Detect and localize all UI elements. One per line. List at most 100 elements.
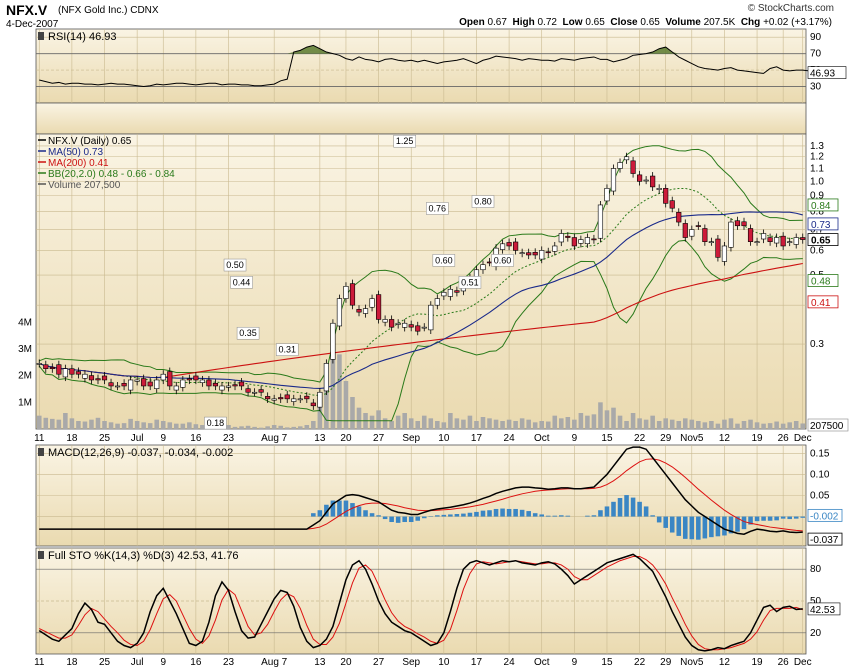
candle-body [167,371,173,387]
volume-bar [565,417,571,429]
candle-body [173,385,179,391]
sto-x-label: 18 [66,657,78,668]
candle-body [715,238,721,258]
macd-histogram-bar [565,515,571,517]
volume-bar [761,423,766,429]
candle-body [741,221,747,227]
volume-tick-label: 1M [18,397,32,408]
sto-x-label: 10 [438,657,450,668]
macd-histogram-bar [467,512,473,517]
macd-histogram-bar [435,515,440,517]
macd-histogram-bar [389,516,394,523]
candle-body [369,298,375,308]
candle-body [271,398,277,401]
candle-body [389,319,395,328]
rsi-tick-label: 30 [810,82,822,93]
price-x-label: Aug 7 [261,433,288,444]
price-x-label: Nov5 [680,433,704,444]
candle-body [62,368,68,378]
volume-bar [311,421,316,429]
macd-histogram-bar [767,516,773,521]
volume-tick-label: 2M [18,371,32,382]
macd-histogram-bar [474,511,479,517]
volume-bar [271,425,277,429]
volume-bar [545,421,551,429]
high-value: 0.72 [537,17,557,28]
volume-bar [141,422,146,429]
rsi-line [39,44,816,88]
candle-body [336,298,343,327]
credit-label: © StockCharts.com [747,3,834,14]
candle-body [291,398,297,402]
sto-x-label: 23 [223,657,235,668]
price-x-label: 9 [572,433,578,444]
volume-bar [50,418,55,429]
volume-bar [134,421,140,429]
price-right-value-box [807,274,839,287]
volume-bar [421,415,427,429]
macd-histogram-bar [330,500,336,517]
volume-bar [408,418,414,429]
price-tick-label: 1.1 [810,164,824,175]
macd-histogram-bar [780,516,786,519]
volume-bar [291,426,297,429]
candle-body [728,221,734,248]
change-label: Chg [740,17,761,28]
candle-body [362,308,369,314]
macd-tick-label: 0.10 [810,469,830,480]
price-x-label: 25 [99,433,111,444]
macd-histogram-bar [735,516,740,532]
macd-histogram-bar [722,516,727,536]
price-annotation-box [393,134,416,148]
candle-body [539,250,545,260]
macd-histogram-bar [696,516,701,540]
candle-body [49,367,55,369]
volume-bar [800,423,806,429]
macd-histogram-bar [650,515,655,517]
candle-body [56,364,62,375]
macd-histogram-bar [741,516,747,530]
price-right-value: 0.48 [811,277,831,288]
candle-body [506,242,512,247]
volume-bar [722,419,727,429]
candle-body [330,322,336,360]
price-tick-label: 0.8 [810,207,824,218]
candle-body [199,379,205,383]
candle-body [101,375,108,381]
candle-body [186,378,192,381]
candle-body [428,304,434,331]
volume-bar [108,422,114,429]
volume-bar [369,415,375,429]
candle-body [356,309,362,313]
macd-histogram-bar [343,500,349,517]
sto-x-label: 26 [778,657,790,668]
price-legend-item: MA(50) 0.73 [48,147,103,158]
rsi-legend: RSI(14) 46.93 [48,31,116,43]
volume-bar [506,419,512,429]
price-right-value-box [807,233,839,246]
candle-body [349,283,356,306]
sto-x-label: 16 [190,657,202,668]
volume-bar [539,421,545,429]
ohlc-summary: Open 0.67 High 0.72 Low 0.65 Close 0.65 … [459,17,832,28]
volume-bar [793,421,799,429]
volume-bar [324,375,329,429]
price-tick-label: 1.0 [810,176,824,187]
sto-x-label: 12 [719,657,731,668]
price-annotation: 0.51 [461,277,479,287]
sto-legend: Full STO %K(14,3) %D(3) 42.53, 41.76 [48,550,239,562]
volume-value: 207.5K [703,17,736,28]
price-right-value: 0.65 [811,236,831,247]
price-annotation: 0.50 [226,260,244,270]
rsi-tick-label: 70 [810,49,822,60]
macd-histogram-bar [350,503,355,517]
price-x-label: 17 [471,433,483,444]
macd-histogram-bar [669,516,675,533]
price-tick-label: 1.3 [810,141,824,152]
open-label: Open [459,17,485,28]
macd-histogram-bar [545,515,551,517]
volume-bar [160,421,166,429]
volume-bar [56,419,62,429]
macd-histogram-bar [552,515,558,517]
macd-histogram-bar [519,509,525,517]
